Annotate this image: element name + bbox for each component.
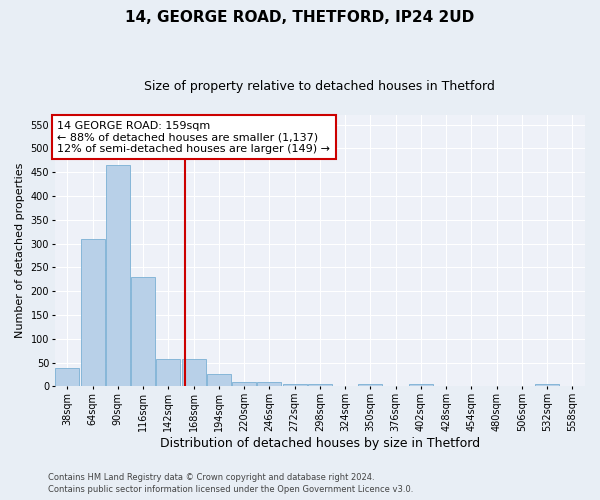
Bar — [182, 359, 206, 386]
Bar — [358, 384, 382, 386]
Bar — [131, 277, 155, 386]
Text: Contains public sector information licensed under the Open Government Licence v3: Contains public sector information licen… — [48, 485, 413, 494]
Bar — [157, 359, 181, 386]
Y-axis label: Number of detached properties: Number of detached properties — [15, 163, 25, 338]
Bar — [257, 382, 281, 386]
Text: 14 GEORGE ROAD: 159sqm
← 88% of detached houses are smaller (1,137)
12% of semi-: 14 GEORGE ROAD: 159sqm ← 88% of detached… — [57, 120, 330, 154]
Bar — [207, 374, 231, 386]
Bar — [535, 384, 559, 386]
Bar — [283, 384, 307, 386]
X-axis label: Distribution of detached houses by size in Thetford: Distribution of detached houses by size … — [160, 437, 480, 450]
Bar — [232, 382, 256, 386]
Text: 14, GEORGE ROAD, THETFORD, IP24 2UD: 14, GEORGE ROAD, THETFORD, IP24 2UD — [125, 10, 475, 25]
Bar — [106, 165, 130, 386]
Text: Contains HM Land Registry data © Crown copyright and database right 2024.: Contains HM Land Registry data © Crown c… — [48, 474, 374, 482]
Bar — [55, 368, 79, 386]
Title: Size of property relative to detached houses in Thetford: Size of property relative to detached ho… — [145, 80, 496, 93]
Bar — [80, 239, 104, 386]
Bar — [308, 384, 332, 386]
Bar — [409, 384, 433, 386]
